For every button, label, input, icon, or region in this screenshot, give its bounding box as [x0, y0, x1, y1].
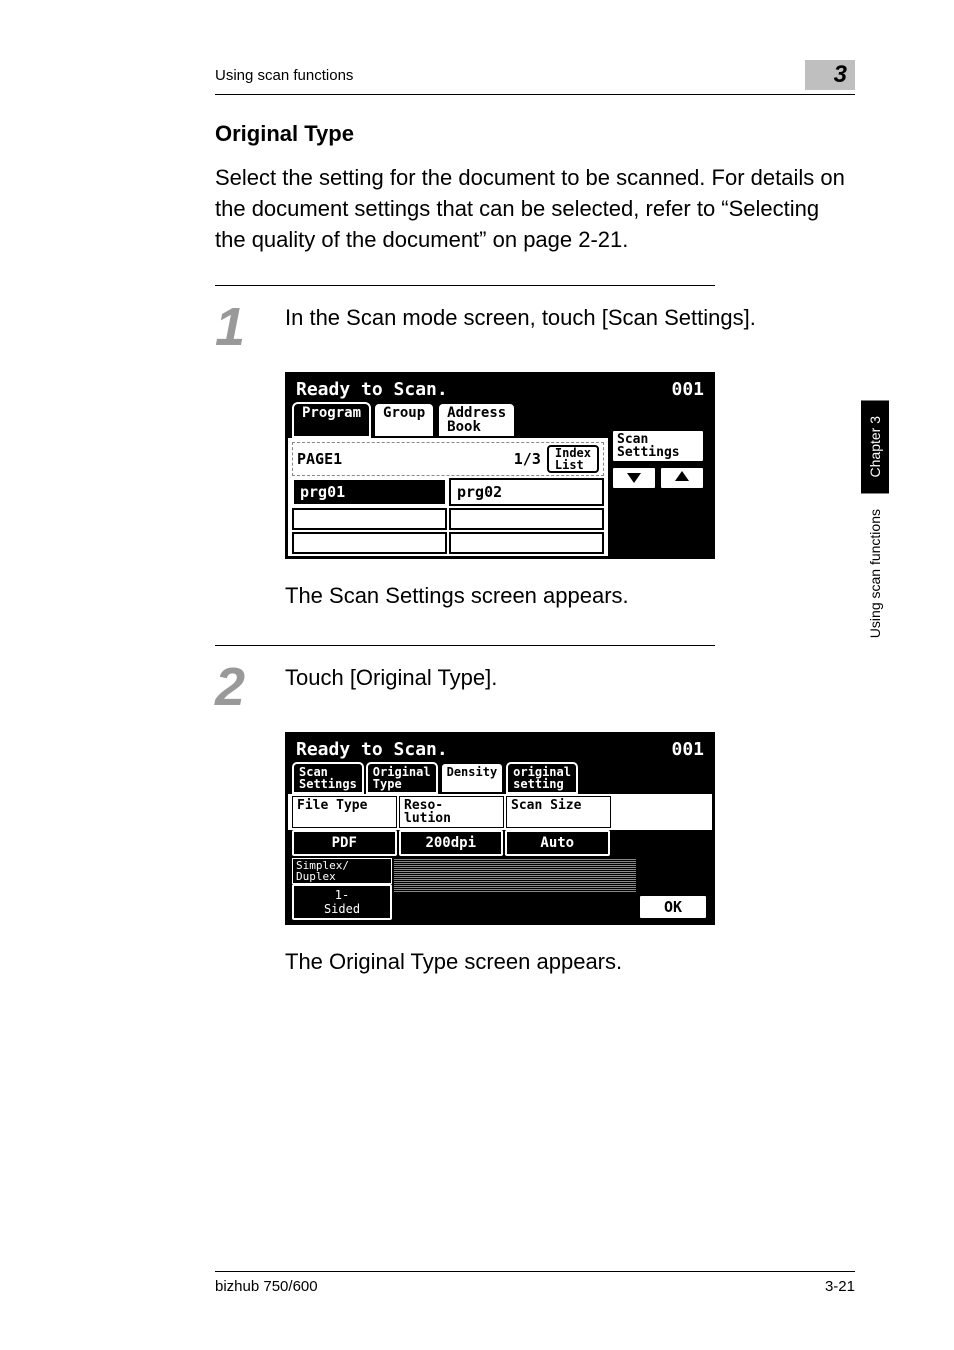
simplex-duplex-value[interactable]: 1- Sided: [292, 884, 392, 920]
running-header: Using scan functions 3: [215, 60, 855, 95]
step-2-caption: The Original Type screen appears.: [285, 949, 855, 975]
step-divider: [215, 645, 715, 646]
cell-empty[interactable]: [292, 508, 447, 530]
lcd1-page-counter: 1/3: [514, 450, 541, 468]
chapter-number-badge: 3: [805, 60, 855, 90]
step-text: Touch [Original Type].: [285, 660, 497, 714]
side-tab-chapter: Chapter 3: [861, 400, 889, 493]
section-heading: Original Type: [215, 121, 855, 147]
step-1: 1 In the Scan mode screen, touch [Scan S…: [215, 300, 855, 354]
lcd-screenshot-2: Ready to Scan. 001 Scan Settings Origina…: [285, 732, 855, 925]
footer-model: bizhub 750/600: [215, 1278, 318, 1295]
side-tab-title: Using scan functions: [861, 493, 889, 654]
running-header-text: Using scan functions: [215, 67, 353, 84]
simplex-duplex-label: Simplex/ Duplex: [292, 858, 392, 884]
step-text: In the Scan mode screen, touch [Scan Set…: [285, 300, 756, 354]
lcd-grey-area: [394, 858, 636, 892]
cell-empty[interactable]: [449, 532, 604, 554]
page-footer: bizhub 750/600 3-21: [215, 1271, 855, 1295]
tab-original-type[interactable]: Original Type: [366, 762, 438, 794]
step-number: 2: [215, 660, 285, 714]
val-scan-size[interactable]: Auto: [505, 830, 610, 856]
step-2: 2 Touch [Original Type].: [215, 660, 855, 714]
lcd1-status: Ready to Scan.: [296, 379, 448, 400]
col-scan-size: Scan Size: [506, 796, 611, 828]
index-list-button[interactable]: Index List: [547, 445, 599, 473]
tab-program[interactable]: Program: [292, 402, 371, 438]
val-resolution[interactable]: 200dpi: [399, 830, 504, 856]
section-intro: Select the setting for the document to b…: [215, 163, 855, 255]
arrow-down-icon[interactable]: [611, 466, 657, 490]
scan-settings-button[interactable]: Scan Settings: [611, 429, 705, 463]
footer-page: 3-21: [825, 1278, 855, 1295]
lcd1-page-label: PAGE1: [297, 450, 342, 468]
arrow-up-icon[interactable]: [659, 466, 705, 490]
col-file-type: File Type: [292, 796, 397, 828]
chapter-number: 3: [834, 61, 847, 89]
col-resolution: Reso- lution: [399, 796, 504, 828]
lcd-screenshot-1: Ready to Scan. 001 Program Group Address…: [285, 372, 855, 559]
cell-empty[interactable]: [449, 508, 604, 530]
val-file-type[interactable]: PDF: [292, 830, 397, 856]
tab-scan-settings[interactable]: Scan Settings: [292, 762, 364, 794]
lcd2-status: Ready to Scan.: [296, 739, 448, 760]
lcd1-counter: 001: [671, 379, 704, 400]
cell-empty[interactable]: [292, 532, 447, 554]
step-divider: [215, 285, 715, 286]
tab-address-book[interactable]: Address Book: [437, 402, 516, 438]
lcd2-counter: 001: [671, 739, 704, 760]
step-number: 1: [215, 300, 285, 354]
side-tab: Chapter 3 Using scan functions: [861, 400, 889, 655]
tab-group[interactable]: Group: [373, 402, 435, 438]
tab-density[interactable]: Density: [440, 762, 505, 794]
step-1-caption: The Scan Settings screen appears.: [285, 583, 855, 609]
cell-prg02[interactable]: prg02: [449, 478, 604, 506]
cell-prg01[interactable]: prg01: [292, 478, 447, 506]
tab-original-setting[interactable]: original setting: [506, 762, 578, 794]
ok-button[interactable]: OK: [638, 894, 708, 920]
